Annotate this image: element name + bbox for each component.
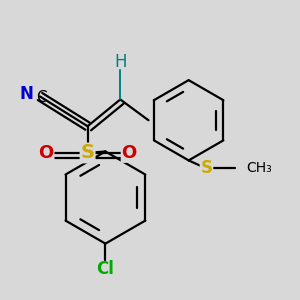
Text: C: C xyxy=(36,91,47,106)
Text: H: H xyxy=(114,53,127,71)
Text: CH₃: CH₃ xyxy=(247,161,272,175)
Text: N: N xyxy=(20,85,34,103)
Text: O: O xyxy=(122,144,137,162)
Text: S: S xyxy=(200,159,212,177)
Text: S: S xyxy=(81,143,94,163)
Text: O: O xyxy=(38,144,54,162)
Text: Cl: Cl xyxy=(97,260,114,278)
